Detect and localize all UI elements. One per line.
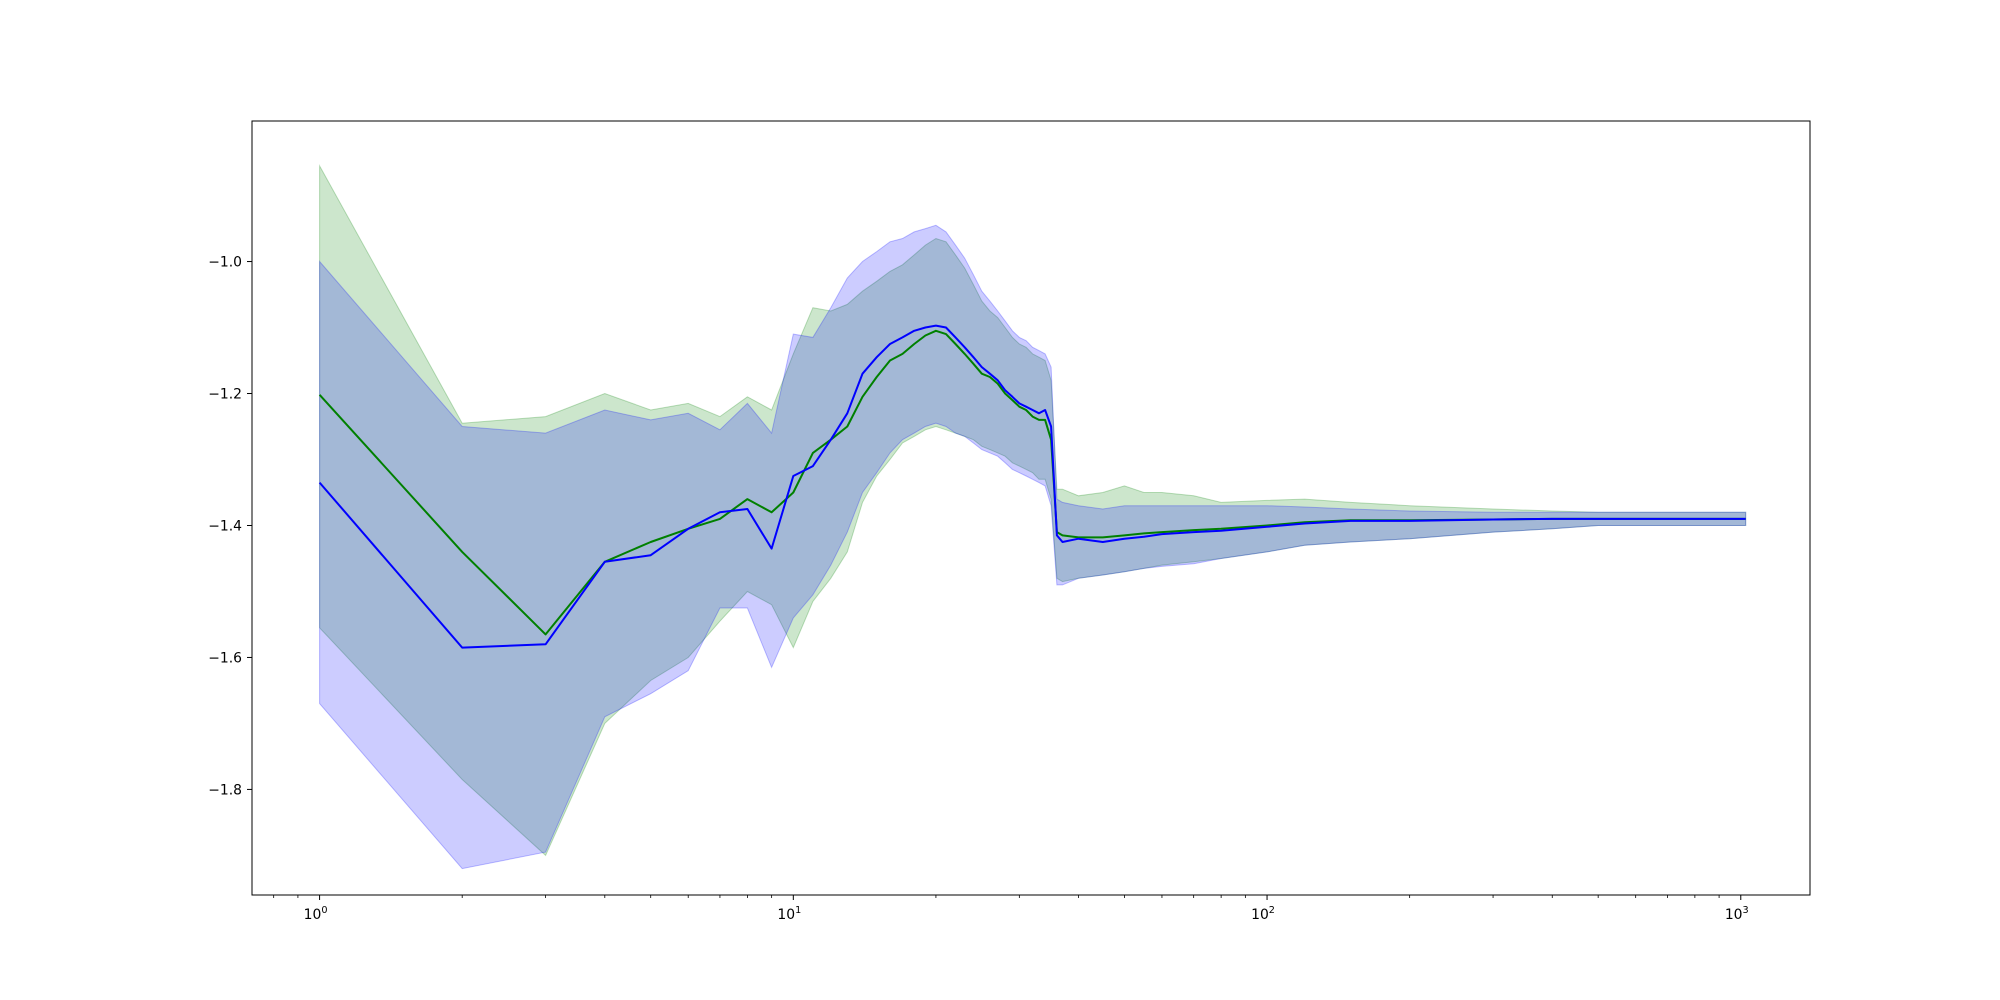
- y-tick-label: −1.4: [208, 518, 242, 534]
- series-2-confidence-band: [319, 224, 1747, 870]
- x-tick-label: 100: [304, 905, 328, 923]
- y-tick-label: −1.8: [208, 782, 242, 798]
- x-axis: 100 101 102 103: [273, 895, 1749, 923]
- plot-frame: [251, 120, 1811, 896]
- y-tick-label: −1.6: [208, 650, 242, 666]
- confidence-bands: [319, 163, 1747, 870]
- series-2-mean-line: [318, 324, 1746, 649]
- x-tick-label: 103: [1725, 905, 1749, 923]
- y-tick-label: −1.2: [208, 387, 242, 403]
- x-tick-label: 101: [777, 905, 801, 923]
- series-1-confidence-band: [319, 163, 1747, 857]
- y-axis: −1.0 −1.2 −1.4 −1.6 −1.8: [208, 255, 252, 798]
- y-tick-label: −1.0: [208, 255, 242, 271]
- x-tick-label: 102: [1251, 905, 1275, 923]
- series-lines: [318, 324, 1746, 649]
